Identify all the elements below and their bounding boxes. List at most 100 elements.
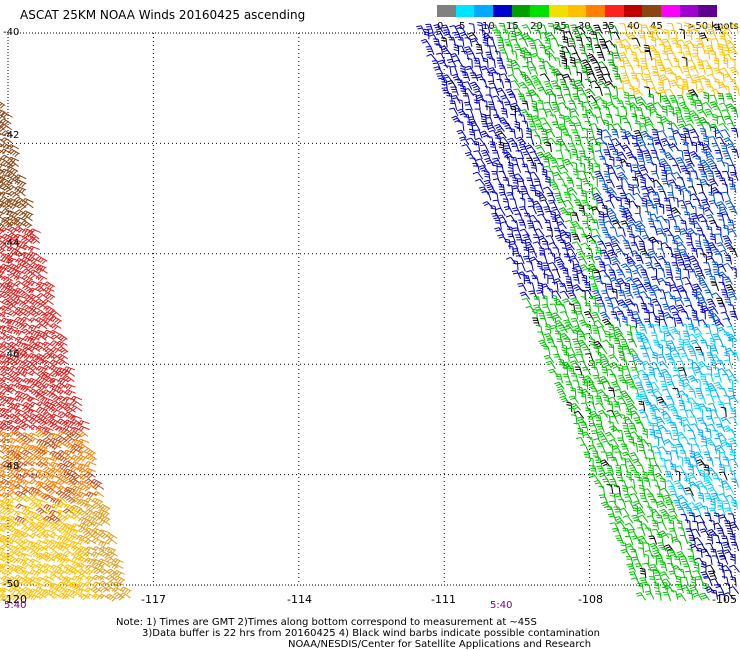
wind-barb — [621, 144, 632, 153]
wind-barb — [713, 129, 724, 139]
wind-barb — [638, 443, 645, 454]
wind-barb — [665, 172, 677, 181]
wind-barb — [28, 287, 41, 294]
wind-barb — [7, 178, 20, 184]
wind-barb — [519, 291, 531, 300]
wind-barb — [606, 484, 614, 495]
wind-barb — [709, 498, 716, 509]
wind-barb — [28, 273, 41, 280]
wind-barb — [724, 485, 735, 495]
lat-label-3: -44 — [3, 238, 20, 249]
wind-barb — [713, 367, 721, 377]
wind-barb — [564, 338, 572, 349]
wind-barb — [42, 287, 55, 294]
wind-barb — [580, 296, 588, 307]
wind-barb — [695, 270, 706, 280]
wind-barb — [490, 24, 500, 34]
wind-barb — [0, 157, 6, 163]
wind-barb — [632, 164, 641, 174]
wind-barb — [649, 576, 657, 586]
wind-barb — [599, 311, 611, 320]
wind-barb — [48, 329, 61, 336]
wind-barb — [13, 233, 26, 240]
wind-barb — [623, 130, 635, 139]
wind-barb — [668, 105, 675, 117]
wind-barb — [546, 52, 557, 62]
wind-barb — [559, 50, 566, 61]
wind-barb — [498, 170, 508, 180]
wind-barb — [661, 178, 670, 188]
wind-barb — [648, 177, 656, 188]
wind-barb — [572, 168, 579, 180]
wind-barb — [564, 325, 575, 334]
wind-barb — [41, 298, 54, 305]
legend-swatch — [679, 5, 699, 17]
wind-barb — [35, 268, 48, 274]
wind-barb — [695, 576, 704, 586]
wind-barb — [661, 105, 668, 117]
wind-barb — [646, 515, 657, 524]
wind-barb — [545, 142, 552, 153]
wind-barb — [454, 24, 466, 33]
wind-barb — [634, 120, 641, 131]
wind-barb — [713, 373, 722, 383]
wind-barb — [494, 50, 501, 62]
wind-barb — [668, 179, 679, 188]
legend-swatch — [567, 5, 587, 17]
wind-barb — [630, 250, 642, 259]
wind-barb — [638, 409, 649, 418]
wind-barb — [703, 91, 710, 103]
wind-barb — [607, 302, 615, 313]
wind-barb — [660, 465, 669, 475]
wind-barb — [609, 362, 621, 370]
wind-barb — [587, 415, 595, 426]
wind-barb — [588, 158, 599, 167]
wind-barb — [574, 79, 585, 89]
legend-label: 15 — [506, 21, 519, 32]
wind-barb — [20, 449, 33, 457]
wind-barb — [619, 65, 627, 76]
wind-barb — [729, 311, 739, 321]
wind-barb — [684, 282, 695, 292]
wind-barb — [491, 150, 500, 160]
wind-barb — [668, 570, 678, 580]
wind-barb — [34, 582, 47, 590]
wind-barb — [702, 143, 712, 153]
wind-barb — [43, 311, 56, 320]
wind-barb — [571, 129, 580, 139]
wind-barb — [571, 161, 578, 173]
wind-barb — [685, 492, 696, 502]
wind-barb — [720, 345, 728, 356]
wind-barb — [41, 334, 54, 340]
wind-barb — [691, 326, 703, 335]
wind-barb — [688, 534, 696, 545]
legend-label: 5 — [459, 21, 466, 32]
wind-barb — [555, 126, 563, 138]
wind-barb — [623, 79, 634, 89]
wind-barb — [654, 304, 663, 314]
wind-barb — [702, 505, 710, 516]
wind-barb — [636, 422, 646, 432]
wind-barb — [21, 201, 34, 209]
wind-barb — [658, 267, 666, 278]
wind-barb — [568, 78, 577, 89]
wind-barb — [546, 192, 556, 202]
wind-barb — [0, 219, 13, 229]
wind-barb — [639, 492, 648, 503]
wind-barb — [665, 501, 676, 510]
wind-barb — [682, 65, 690, 76]
note-line-3: NOAA/NESDIS/Center for Satellite Applica… — [288, 639, 592, 650]
wind-barb — [648, 93, 655, 104]
wind-barb — [611, 527, 622, 537]
wind-barb — [617, 171, 628, 180]
wind-barb — [714, 149, 723, 160]
wind-barb — [698, 32, 709, 42]
wind-barb — [679, 534, 689, 545]
wind-barb — [0, 228, 5, 235]
wind-barb — [0, 149, 5, 154]
wind-barb — [425, 23, 434, 33]
wind-barb — [677, 485, 686, 495]
wind-barb — [688, 584, 699, 594]
wind-barb — [671, 101, 681, 111]
wind-barb — [6, 318, 19, 326]
